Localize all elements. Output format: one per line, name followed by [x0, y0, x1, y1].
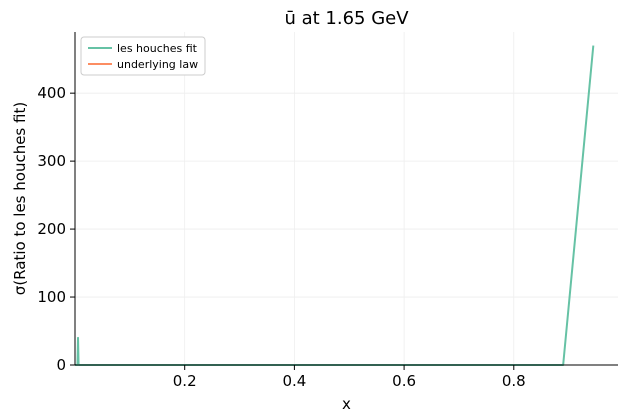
x-tick-label: 0.2 — [173, 372, 197, 390]
x-tick-label: 0.4 — [282, 372, 306, 390]
chart-title: ū at 1.65 GeV — [284, 8, 409, 29]
x-tick-label: 0.8 — [502, 372, 526, 390]
x-axis-label: x — [342, 395, 351, 413]
legend-label: underlying law — [117, 58, 198, 71]
x-axis-ticks: 0.2 0.4 0.6 0.8 — [173, 365, 526, 390]
legend-box — [80, 36, 206, 76]
y-tick-label: 0 — [56, 356, 66, 374]
y-tick-label: 400 — [37, 84, 66, 102]
grid — [75, 32, 618, 366]
y-axis-label: σ(Ratio to les houches fit) — [11, 102, 29, 295]
legend-label: les houches fit — [117, 42, 198, 55]
y-tick-label: 100 — [37, 288, 66, 306]
legend: les houches fit underlying law — [80, 36, 206, 76]
y-tick-label: 200 — [37, 220, 66, 238]
y-axis-ticks: 0 100 200 300 400 — [37, 84, 75, 374]
y-tick-label: 300 — [37, 152, 66, 170]
x-tick-label: 0.6 — [392, 372, 416, 390]
